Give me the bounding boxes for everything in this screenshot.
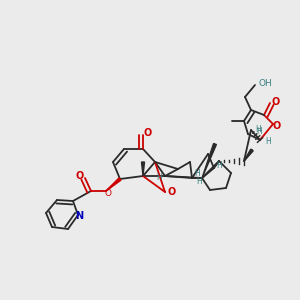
Text: O: O bbox=[273, 121, 281, 131]
Polygon shape bbox=[106, 178, 121, 191]
Text: H: H bbox=[194, 169, 200, 178]
Text: H: H bbox=[256, 128, 262, 136]
Text: OH: OH bbox=[258, 80, 272, 88]
Text: H: H bbox=[156, 173, 162, 182]
Polygon shape bbox=[244, 149, 253, 161]
Text: H: H bbox=[216, 160, 222, 169]
Text: O: O bbox=[144, 128, 152, 138]
Text: O: O bbox=[272, 97, 280, 107]
Text: H: H bbox=[196, 176, 202, 185]
Text: O: O bbox=[76, 171, 84, 181]
Text: O: O bbox=[104, 190, 112, 199]
Text: O: O bbox=[168, 187, 176, 197]
Text: H: H bbox=[255, 125, 261, 134]
Polygon shape bbox=[202, 143, 216, 178]
Polygon shape bbox=[142, 162, 145, 176]
Text: H: H bbox=[265, 137, 271, 146]
Text: N: N bbox=[75, 211, 83, 221]
